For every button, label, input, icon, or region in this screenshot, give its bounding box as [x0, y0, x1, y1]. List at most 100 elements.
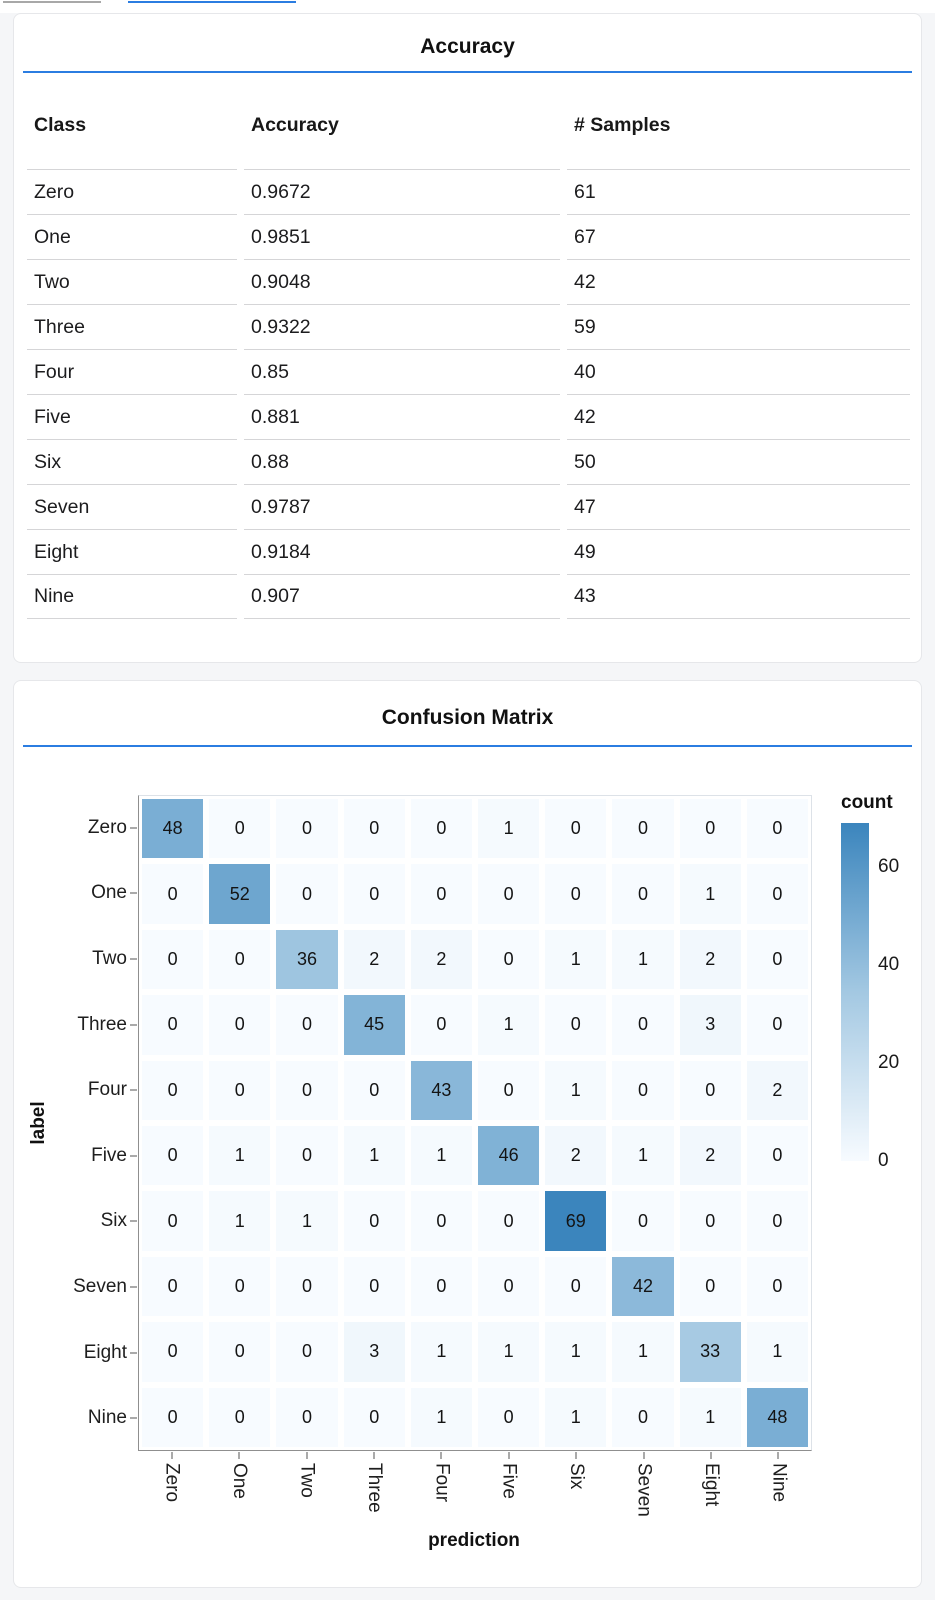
accuracy-cell: 0.9322 [244, 304, 560, 349]
top-strip [0, 0, 935, 13]
x-tick-mark [508, 1452, 510, 1459]
samples-cell: 42 [567, 394, 910, 439]
table-header-row: Class Accuracy # Samples [27, 73, 910, 169]
heatmap-cell: 48 [142, 799, 204, 859]
table-row: Four 0.85 40 [27, 349, 910, 394]
heatmap-cell: 69 [545, 1191, 607, 1251]
accuracy-table-body: Zero 0.9672 61 One 0.9851 67 Two 0.9048 42 Three 0… [27, 169, 910, 619]
heatmap-cell: 0 [746, 1191, 808, 1251]
class-cell: Three [27, 304, 237, 349]
heatmap-cell: 0 [276, 864, 338, 924]
heatmap-cell: 2 [410, 929, 472, 990]
heatmap-cell: 1 [545, 929, 607, 990]
y-tick-label: One [91, 882, 127, 904]
heatmap-cell: 0 [209, 1322, 271, 1382]
column-header-samples: # Samples [574, 114, 671, 136]
samples-cell: 59 [567, 304, 910, 349]
x-tick-label: Nine [768, 1463, 790, 1503]
heatmap-cell: 3 [343, 1322, 405, 1382]
heatmap-cell: 0 [679, 799, 741, 859]
samples-cell: 40 [567, 349, 910, 394]
heatmap-cell: 2 [679, 1126, 741, 1186]
samples-cell: 50 [567, 439, 910, 484]
table-row: Zero 0.9672 61 [27, 169, 910, 214]
x-tick-label: Four [431, 1463, 453, 1503]
heatmap-cell: 0 [276, 995, 338, 1055]
x-tick-label: Two [296, 1463, 318, 1498]
x-tick-mark [710, 1452, 712, 1459]
column-header-class: Class [34, 114, 87, 136]
heatmap-cell: 2 [679, 929, 741, 990]
y-tick-label: Nine [87, 1407, 127, 1429]
class-cell: Zero [27, 169, 237, 214]
heatmap-cell: 0 [142, 1322, 204, 1382]
confusion-title-divider [23, 745, 912, 747]
heatmap-cell: 0 [746, 864, 808, 924]
legend-tick-label: 40 [878, 954, 900, 976]
samples-cell: 43 [567, 574, 910, 619]
heatmap-cell: 0 [209, 1060, 271, 1120]
class-cell: Five [27, 394, 237, 439]
heatmap-cell: 1 [477, 1322, 540, 1382]
legend-title: count [841, 792, 893, 813]
heatmap-cell: 43 [410, 1060, 472, 1120]
heatmap-cell: 0 [142, 1191, 204, 1251]
heatmap-plot-area: 48 0 0 0 0 1 0 0 0 0 0 52 0 0 0 0 0 0 1 0 0 0 36 2 2 0 1 1 2 0 0 0 0 45 0 1… [138, 795, 812, 1451]
heatmap-cell: 1 [209, 1191, 271, 1251]
heatmap-cell: 0 [612, 864, 674, 924]
class-cell: Seven [27, 484, 237, 529]
x-tick-label: Zero [161, 1463, 183, 1503]
x-tick-mark [440, 1452, 442, 1459]
heatmap-cell: 1 [679, 1387, 741, 1447]
heatmap-cell: 0 [142, 1060, 204, 1120]
y-tick-label: Eight [83, 1341, 127, 1363]
heatmap-cell: 0 [276, 1322, 338, 1382]
heatmap-cell: 0 [142, 1387, 204, 1447]
heatmap-cell: 0 [679, 1256, 741, 1317]
y-tick-mark [130, 1155, 137, 1157]
heatmap-cell: 42 [612, 1256, 674, 1317]
x-tick-mark [238, 1452, 240, 1459]
accuracy-table: Class Accuracy # Samples Zero 0.9672 61 One… [20, 73, 917, 619]
heatmap-cell: 0 [142, 1126, 204, 1186]
heatmap-cell: 0 [343, 864, 405, 924]
table-row: Eight 0.9184 49 [27, 529, 910, 574]
accuracy-cell: 0.9048 [244, 259, 560, 304]
heatmap-cell: 0 [612, 995, 674, 1055]
heatmap-cell: 0 [545, 995, 607, 1055]
heatmap-cell: 45 [343, 995, 405, 1055]
x-tick-mark [575, 1452, 577, 1459]
heatmap-cell: 1 [209, 1126, 271, 1186]
heatmap-cell: 0 [209, 1256, 271, 1317]
confusion-matrix-card-title: Confusion Matrix [381, 706, 554, 729]
heatmap-cell: 1 [477, 995, 540, 1055]
confusion-matrix-card: Confusion Matrix 48 0 0 0 0 1 0 0 0 0 0 52 0 0 0 0 0 0 1 0 0… [13, 680, 922, 1588]
x-tick-label: Six [566, 1463, 588, 1490]
y-tick-label: Three [77, 1013, 127, 1035]
heatmap-cell: 0 [209, 995, 271, 1055]
y-tick-label: Zero [87, 816, 127, 838]
x-tick-label: One [229, 1463, 251, 1499]
heatmap-cell: 1 [612, 929, 674, 990]
heatmap-cell: 1 [545, 1060, 607, 1120]
heatmap-cell: 0 [276, 799, 338, 859]
legend-tick-label: 0 [878, 1150, 889, 1171]
accuracy-cell: 0.881 [244, 394, 560, 439]
heatmap-cell: 0 [276, 1387, 338, 1447]
class-cell: Nine [27, 574, 237, 619]
heatmap-cell: 3 [679, 995, 741, 1055]
heatmap-cell: 0 [410, 799, 472, 859]
top-divider-blue-segment [128, 1, 296, 3]
accuracy-cell: 0.907 [244, 574, 560, 619]
heatmap-cell: 2 [343, 929, 405, 990]
heatmap-cell: 46 [477, 1126, 540, 1186]
heatmap-cell: 0 [477, 1256, 540, 1317]
heatmap-cell: 0 [612, 1191, 674, 1251]
heatmap-cell: 0 [612, 1387, 674, 1447]
heatmap-cell: 2 [746, 1060, 808, 1120]
accuracy-cell: 0.9787 [244, 484, 560, 529]
heatmap-cell: 0 [343, 1191, 405, 1251]
table-row: Seven 0.9787 47 [27, 484, 910, 529]
class-cell: One [27, 214, 237, 259]
table-row: Three 0.9322 59 [27, 304, 910, 349]
